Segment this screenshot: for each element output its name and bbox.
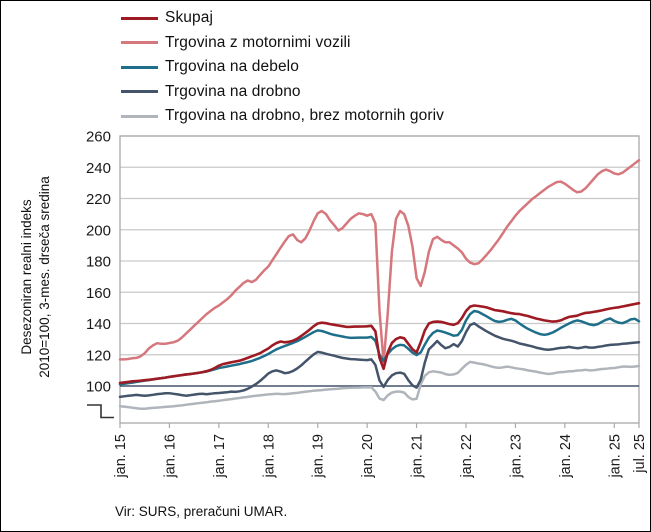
y-tick-label: 260 [86,129,111,146]
x-tick-label: jan. 18 [261,434,277,479]
x-tick-label: jan. 24 [558,434,574,479]
x-tick-label: jan. 25 [607,434,623,479]
y-tick-label: 100 [86,379,111,396]
y-tick-label: 120 [86,347,111,364]
legend-item: Trgovina na drobno [121,80,444,105]
legend-item: Trgovina na debelo [121,55,444,80]
x-tick-label: jan. 19 [311,434,327,479]
x-tick-label: jan. 21 [410,434,426,479]
series-line-trgovina-z-motornimi-vozili [118,158,641,364]
legend-item-label: Trgovina na drobno, brez motornih goriv [165,107,445,125]
axis-break-icon [87,404,114,419]
legend-item-label: Skupaj [165,9,213,27]
legend-item-label: Trgovina na drobno [165,82,301,100]
legend-item: Trgovina z motornimi vozili [121,31,444,56]
legend-swatch [121,114,158,118]
y-tick-label: 180 [86,254,111,271]
plot-border [119,135,640,424]
legend-swatch [121,65,158,69]
series-line-skupaj [118,301,641,385]
legend-swatch [121,41,158,45]
y-tick-label: 220 [86,191,111,208]
x-tick-label: jul. 25 [632,434,648,474]
x-tick-label: jan. 20 [360,434,376,479]
y-axis-title-line1: Desezoniran realni indeks [19,199,34,355]
y-tick-label: 200 [86,222,111,239]
legend-swatch [121,90,158,94]
series-line-trgovina-na-drobno [118,321,641,399]
x-tick-label: jan. 16 [162,434,178,479]
x-tick-label: jan. 17 [212,434,228,479]
y-tick-label: 240 [86,160,111,177]
y-axis-title: Desezoniran realni indeks 2010=100, 3-me… [18,126,54,428]
y-tick-label: 160 [86,285,111,302]
y-axis-title-line2: 2010=100, 3-mes. drseča sredina [36,176,52,378]
legend-item-label: Trgovina na debelo [165,58,299,76]
legend-item: Skupaj [121,6,444,31]
legend: Skupaj Trgovina z motornimi vozili Trgovin… [121,6,444,129]
legend-item-label: Trgovina z motornimi vozili [165,33,351,51]
x-tick-label: jan. 23 [508,434,524,479]
x-tick-label: jan. 22 [459,434,475,479]
x-tick-label: jan. 15 [113,434,129,479]
series-line-trgovina-na-drobno-brez-motornih-goriv [118,360,641,410]
legend-item: Trgovina na drobno, brez motornih goriv [121,104,444,129]
legend-swatch [121,16,158,20]
source-note: Vir: SURS, preračuni UMAR. [115,504,288,519]
y-tick-label: 140 [86,316,111,333]
